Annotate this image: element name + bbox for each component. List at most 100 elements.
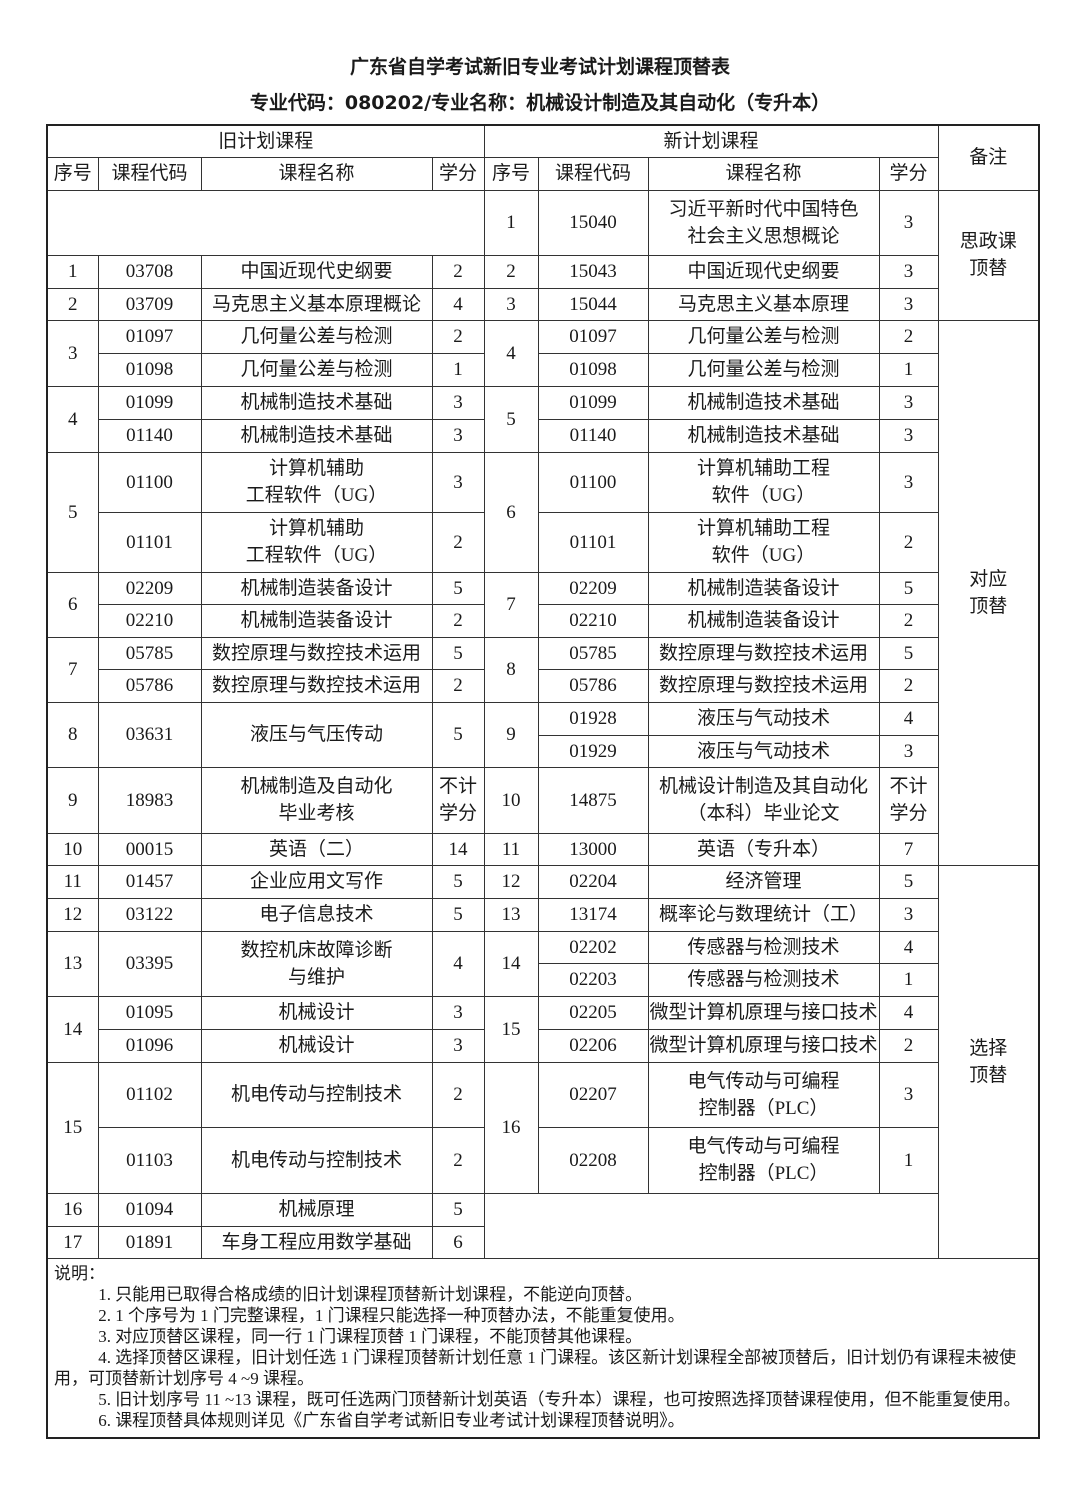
table-cell: 机械制造及自动化 毕业考核 bbox=[200, 766, 433, 834]
table-cell: 3 bbox=[483, 287, 539, 321]
table-cell: 3 bbox=[878, 451, 939, 513]
table-cell: 机械制造技术基础 bbox=[647, 385, 880, 420]
table-cell: 数控机床故障诊断 与维护 bbox=[200, 930, 433, 997]
table-cell: 8 bbox=[483, 636, 539, 703]
table-cell: 4 bbox=[483, 319, 539, 387]
column-header: 学分 bbox=[878, 156, 939, 191]
column-header: 序号 bbox=[483, 156, 539, 191]
table-cell: 7 bbox=[878, 832, 939, 866]
table-cell: 14 bbox=[483, 930, 539, 997]
table-cell: 7 bbox=[483, 571, 539, 638]
document-title: 广东省自学考试新旧专业考试计划课程顶替表 bbox=[349, 56, 730, 78]
table-row: 1 03708 中国近现代史纲要 2 2 15043 中国近现代史纲要 3 bbox=[46, 254, 1039, 289]
table-cell: 不计 学分 bbox=[878, 766, 939, 834]
table-cell: 3 bbox=[431, 385, 485, 420]
table-cell: 2 bbox=[431, 603, 485, 638]
table-row: 01096 机械设计 3 02206 微型计算机原理与接口技术 2 bbox=[47, 1028, 1039, 1063]
table-cell: 13000 bbox=[537, 832, 649, 866]
note-item: 3. 对应顶替区课程，同一行 1 门课程顶替 1 门课程，不能顶替其他课程。 bbox=[98, 1326, 643, 1346]
table-cell: 05786 bbox=[97, 668, 202, 703]
table-cell: 01929 bbox=[537, 734, 649, 768]
table-cell: 01928 bbox=[537, 701, 649, 736]
table-cell: 机械制造技术基础 bbox=[647, 418, 880, 453]
table-cell: 液压与气动技术 bbox=[647, 734, 880, 768]
table-cell: 01099 bbox=[537, 385, 649, 420]
table-cell: 对应 顶替 bbox=[937, 319, 1040, 866]
table-cell: 01096 bbox=[97, 1028, 202, 1063]
table-row: 01103 机电传动与控制技术 2 02208 电气传动与可编程 控制器（PLC） 1 bbox=[47, 1126, 1039, 1194]
table-cell: 经济管理 bbox=[647, 864, 880, 899]
table-cell: 14875 bbox=[537, 766, 649, 834]
table-cell: 2 bbox=[431, 319, 485, 354]
table-cell: 10 bbox=[46, 832, 99, 866]
table-cell: 计算机辅助工程 软件（UG） bbox=[647, 451, 880, 513]
table-cell: 选择 顶替 bbox=[937, 864, 1040, 1259]
table-cell: 01140 bbox=[537, 418, 649, 453]
table-cell: 4 bbox=[878, 930, 939, 964]
table-cell: 5 bbox=[878, 636, 939, 670]
table-row: 16 01094 机械原理 5 bbox=[46, 1192, 1039, 1259]
table-cell: 01101 bbox=[537, 511, 649, 573]
column-header: 课程名称 bbox=[647, 156, 880, 191]
table-cell: 机械设计制造及其自动化 （本科）毕业论文 bbox=[647, 766, 880, 834]
table-row: 11 01457 企业应用文写作 5 12 02204 经济管理 5 选择 顶替 bbox=[46, 864, 1040, 1259]
table-cell: 15 bbox=[483, 995, 539, 1063]
table-cell: 03122 bbox=[97, 897, 202, 932]
table-cell: 机械制造装备设计 bbox=[200, 571, 433, 605]
table-cell: 电子信息技术 bbox=[200, 897, 433, 932]
table-cell: 企业应用文写作 bbox=[200, 864, 433, 899]
table-cell: 5 bbox=[431, 864, 485, 899]
notes-heading: 说明： bbox=[54, 1263, 105, 1283]
table-cell: 01457 bbox=[97, 864, 202, 899]
column-header: 课程代码 bbox=[537, 156, 649, 191]
column-header: 学分 bbox=[431, 156, 485, 191]
table-cell: 计算机辅助工程 软件（UG） bbox=[647, 511, 880, 573]
table-cell: 机械制造装备设计 bbox=[200, 603, 433, 638]
table-cell: 传感器与检测技术 bbox=[647, 930, 880, 964]
table-cell: 液压与气压传动 bbox=[200, 701, 433, 768]
table-cell: 4 bbox=[46, 385, 99, 453]
table-cell: 3 bbox=[46, 319, 99, 387]
table-cell: 01097 bbox=[537, 319, 649, 354]
table-cell: 02209 bbox=[537, 571, 649, 605]
table-cell: 3 bbox=[878, 897, 939, 932]
table-row: 02203 传感器与检测技术 1 bbox=[47, 962, 1039, 997]
table-cell: 3 bbox=[431, 1028, 485, 1063]
table-cell: 中国近现代史纲要 bbox=[647, 254, 880, 289]
table-cell: 2 bbox=[431, 1126, 485, 1194]
table-cell: 11 bbox=[483, 832, 539, 866]
table-cell: 概率论与数理统计（工） bbox=[647, 897, 880, 932]
table-cell: 5 bbox=[431, 1192, 485, 1227]
table-cell: 2 bbox=[878, 319, 939, 354]
table-cell: 英语（专升本） bbox=[647, 832, 880, 866]
table-cell: 02206 bbox=[537, 1028, 649, 1063]
table-cell: 02203 bbox=[537, 962, 649, 997]
table-cell: 电气传动与可编程 控制器（PLC） bbox=[647, 1126, 880, 1194]
table-cell: 1 bbox=[878, 962, 939, 997]
table-cell: 16 bbox=[483, 1061, 539, 1194]
table-cell: 3 bbox=[878, 287, 939, 321]
note-item: 2. 1 个序号为 1 门完整课程，1 门课程只能选择一种顶替办法，不能重复使用… bbox=[98, 1305, 685, 1325]
table-cell: 05785 bbox=[97, 636, 202, 670]
table-cell: 14 bbox=[431, 832, 485, 866]
table-cell: 2 bbox=[431, 668, 485, 703]
table-cell: 7 bbox=[46, 636, 99, 703]
table-cell: 5 bbox=[878, 864, 939, 899]
table-row: 02210 机械制造装备设计 2 02210 机械制造装备设计 2 bbox=[47, 603, 1039, 638]
table-row: 17 01891 车身工程应用数学基础 6 bbox=[46, 1225, 1039, 1259]
notes-section: 说明： 1. 只能用已取得合格成绩的旧计划课程顶替新计划课程，不能逆向顶替。 2. … bbox=[46, 1257, 1040, 1438]
table-cell: 机电传动与控制技术 bbox=[200, 1126, 433, 1194]
table-cell: 13174 bbox=[537, 897, 649, 932]
column-header: 课程代码 bbox=[97, 156, 202, 191]
table-row: 15 01102 机电传动与控制技术 2 16 02207 电气传动与可编程 控制器（PLC… bbox=[46, 1061, 1039, 1194]
table-cell: 习近平新时代中国特色 社会主义思想概论 bbox=[647, 189, 880, 256]
table-cell: 15044 bbox=[537, 287, 649, 321]
table-cell: 01098 bbox=[537, 352, 649, 387]
table-cell: 5 bbox=[431, 571, 485, 605]
table-cell: 1 bbox=[483, 189, 539, 256]
table-cell: 5 bbox=[431, 636, 485, 670]
table-row: 8 03631 液压与气压传动 5 9 01928 液压与气动技术 4 bbox=[46, 701, 1039, 768]
note-item: 5. 旧计划序号 11 ~13 课程，既可任选两门顶替新计划英语（专升本）课程，… bbox=[98, 1389, 1021, 1409]
table-cell: 数控原理与数控技术运用 bbox=[200, 636, 433, 670]
table-cell: 2 bbox=[878, 1028, 939, 1063]
